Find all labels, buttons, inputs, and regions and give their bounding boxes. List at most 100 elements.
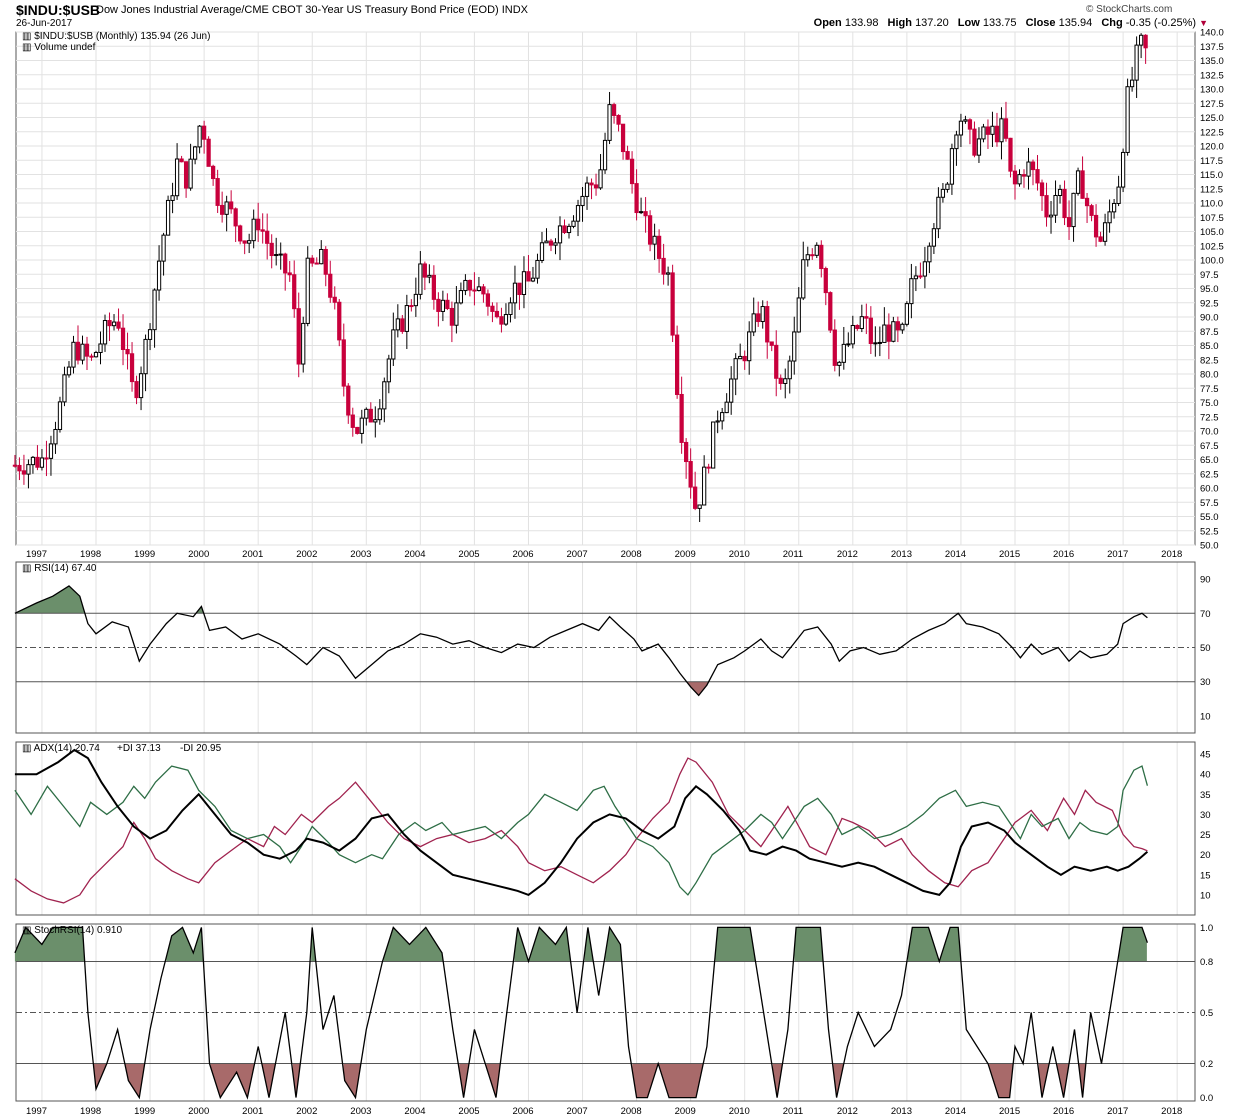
candle-body [598, 169, 603, 189]
candle-body [832, 329, 837, 366]
candle-body [508, 302, 513, 316]
candle-body [53, 428, 58, 445]
year-tick-label: 2010 [729, 549, 750, 560]
candle-body [981, 126, 986, 140]
candle-body [868, 317, 873, 345]
plus-di-line [14, 765, 1149, 896]
candle-body [1053, 194, 1058, 216]
candle-body [485, 293, 491, 307]
candle-body [859, 316, 864, 330]
candle-body [1062, 188, 1067, 219]
year-tick-label: 2003 [350, 1106, 371, 1117]
price-tick-label: 80.0 [1200, 370, 1219, 381]
price-tick-label: 132.5 [1200, 70, 1224, 81]
candle-body [837, 361, 842, 366]
price-tick-label: 105.0 [1200, 227, 1224, 238]
adx-line [14, 748, 1149, 897]
candle-body [810, 254, 815, 257]
candle-body [715, 420, 720, 423]
candle-body [454, 302, 459, 326]
candle-body [882, 324, 887, 343]
candle-body [368, 408, 373, 423]
candle-body [620, 123, 626, 153]
candle-body [179, 158, 184, 163]
rsi-oversold-fill [687, 681, 708, 695]
candle-body [301, 322, 306, 365]
candle-body [1084, 197, 1090, 207]
candle-body [778, 377, 783, 384]
candle-body [409, 305, 414, 308]
candle-body [1026, 161, 1031, 177]
ohlc-summary: Open 133.98 High 137.20 Low 133.75 Close… [808, 17, 1208, 29]
year-tick-label: 2002 [296, 1106, 317, 1117]
candle-body [503, 314, 509, 325]
candle-body [1139, 34, 1144, 46]
adx-legend-label: ▥ ADX(14) 20.74 [22, 743, 100, 754]
candle-body [305, 257, 310, 324]
price-tick-label: 50.0 [1200, 541, 1219, 552]
candle-body [526, 271, 531, 282]
candle-body [1021, 174, 1027, 177]
stoch-overbought-fill [605, 927, 622, 962]
candle-body [192, 146, 198, 160]
candle-body [589, 182, 594, 186]
year-tick-label: 2000 [188, 1106, 209, 1117]
adx-tick-label: 20 [1200, 850, 1211, 861]
price-tick-label: 107.5 [1200, 213, 1224, 224]
stoch-tick-label: 1.0 [1200, 923, 1213, 934]
chart-description: Dow Jones Industrial Average/CME CBOT 30… [96, 4, 529, 16]
candle-body [544, 240, 549, 244]
stoch-oversold-fill [125, 1063, 145, 1098]
candle-body [517, 282, 522, 296]
candle-body [539, 242, 545, 261]
price-tick-label: 102.5 [1200, 241, 1224, 252]
year-tick-label: 1997 [26, 549, 47, 560]
candle-body [310, 257, 315, 264]
down-arrow-icon: ▼ [1199, 18, 1208, 28]
candle-body [922, 261, 928, 277]
candle-body [138, 373, 144, 399]
price-tick-label: 62.5 [1200, 469, 1219, 480]
candle-body [44, 457, 49, 460]
candle-body [548, 240, 554, 246]
candle-body [377, 408, 382, 421]
price-tick-label: 125.0 [1200, 113, 1224, 124]
candle-body [625, 151, 630, 160]
price-tick-label: 52.5 [1200, 526, 1219, 537]
adx-tick-label: 30 [1200, 810, 1211, 821]
candle-body [886, 324, 891, 342]
stoch-tick-label: 0.2 [1200, 1059, 1213, 1070]
year-tick-label: 2007 [567, 1106, 588, 1117]
candle-body [616, 114, 621, 125]
price-tick-label: 115.0 [1200, 170, 1223, 181]
candle-body [476, 286, 482, 292]
candle-body [769, 341, 774, 346]
adx-tick-label: 25 [1200, 830, 1211, 841]
candle-body [967, 119, 973, 130]
candle-body [161, 234, 166, 262]
candle-body [458, 290, 464, 304]
year-tick-label: 1998 [80, 549, 101, 560]
candle-body [643, 211, 648, 217]
stoch-overbought-fill [1118, 927, 1147, 962]
price-tick-label: 92.5 [1200, 298, 1219, 309]
candle-body [215, 178, 220, 206]
candle-body [211, 165, 216, 180]
candle-body [675, 334, 680, 395]
candle-body [125, 348, 130, 355]
candle-body [404, 305, 409, 332]
candle-body [580, 195, 585, 207]
rsi-tick-label: 90 [1200, 575, 1211, 586]
year-tick-label: 2015 [999, 1106, 1020, 1117]
candle-body [206, 138, 211, 167]
candle-body [494, 310, 500, 318]
candle-body [760, 306, 765, 323]
price-tick-label: 120.0 [1200, 142, 1224, 153]
year-tick-label: 2000 [188, 549, 209, 560]
candle-body [472, 289, 477, 292]
candle-body [278, 253, 283, 256]
low-value: 133.75 [982, 17, 1017, 29]
year-tick-label: 2011 [783, 549, 803, 560]
candle-body [1075, 170, 1081, 194]
year-tick-label: 2012 [837, 1106, 858, 1117]
